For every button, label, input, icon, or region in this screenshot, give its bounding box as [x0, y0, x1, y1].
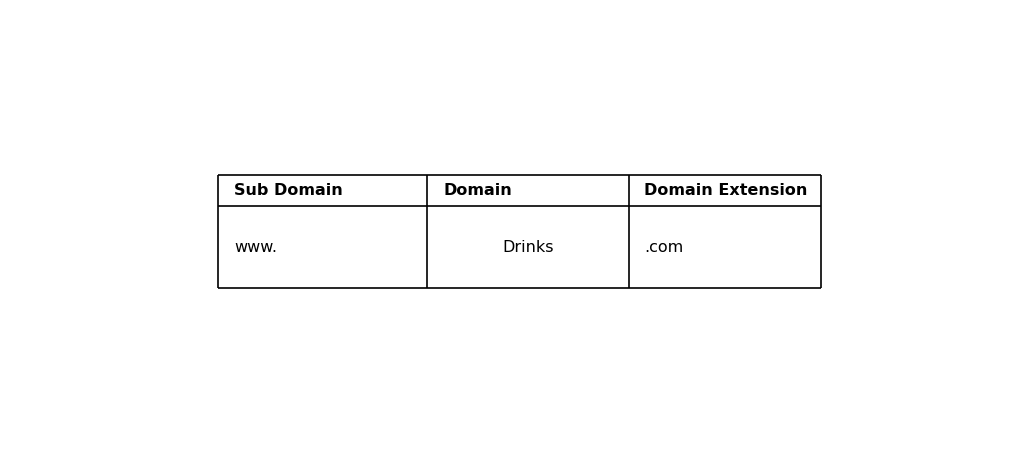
Text: Drinks: Drinks: [502, 240, 554, 255]
Text: www.: www.: [233, 240, 277, 255]
Text: Sub Domain: Sub Domain: [233, 183, 343, 198]
Text: Domain Extension: Domain Extension: [645, 183, 808, 198]
Text: Domain: Domain: [444, 183, 512, 198]
Text: .com: .com: [645, 240, 684, 255]
